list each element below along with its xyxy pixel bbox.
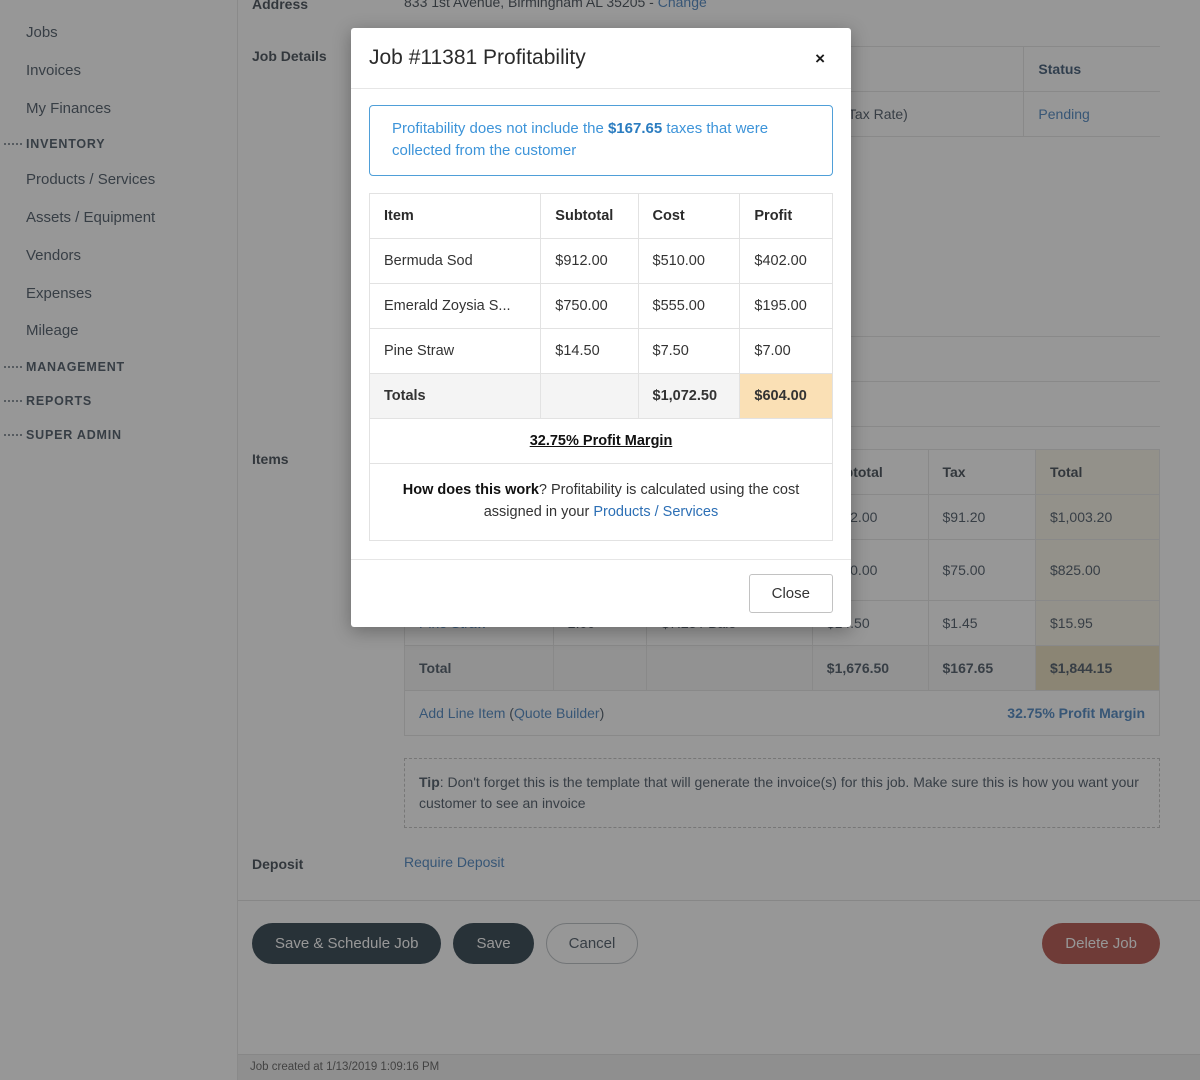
pt-margin-row: 32.75% Profit Margin bbox=[369, 418, 833, 465]
table-row: Bermuda Sod $912.00 $510.00 $402.00 bbox=[368, 238, 833, 285]
pt-how-cell: How does this work? Profitability is cal… bbox=[369, 463, 833, 541]
tax-notice-alert: Profitability does not include the $167.… bbox=[369, 105, 833, 177]
pt-cell-item: Bermuda Sod bbox=[368, 238, 542, 285]
close-icon[interactable]: × bbox=[815, 48, 825, 68]
pt-cell-subtotal: $14.50 bbox=[540, 328, 639, 375]
pt-totals-profit: $604.00 bbox=[739, 373, 833, 420]
table-row: Pine Straw $14.50 $7.50 $7.00 bbox=[368, 328, 833, 375]
pt-cell-profit: $402.00 bbox=[739, 238, 833, 285]
pt-how-row: How does this work? Profitability is cal… bbox=[369, 463, 833, 541]
pt-totals-label: Totals bbox=[368, 373, 542, 420]
pt-how-label: How does this work bbox=[402, 482, 539, 499]
pt-cell-cost: $510.00 bbox=[637, 238, 741, 285]
modal-title: Job #11381 Profitability bbox=[369, 46, 586, 69]
pt-cell-item: Pine Straw bbox=[368, 328, 542, 375]
table-header-row: Item Subtotal Cost Profit bbox=[368, 193, 833, 240]
pt-margin-text: 32.75% Profit Margin bbox=[369, 418, 833, 465]
modal-footer: Close bbox=[351, 558, 851, 627]
profitability-modal: Job #11381 Profitability × Profitability… bbox=[351, 28, 851, 627]
pt-col-cost: Cost bbox=[637, 193, 741, 240]
alert-prefix: Profitability does not include the bbox=[392, 120, 608, 137]
alert-amount: $167.65 bbox=[607, 120, 663, 137]
modal-body: Profitability does not include the $167.… bbox=[351, 89, 851, 559]
table-row: Emerald Zoysia S... $750.00 $555.00 $195… bbox=[368, 283, 833, 330]
pt-cell-profit: $195.00 bbox=[739, 283, 833, 330]
pt-cell-cost: $555.00 bbox=[637, 283, 741, 330]
pt-cell-cost: $7.50 bbox=[637, 328, 741, 375]
pt-how-text: ? Profitability is calculated using the … bbox=[483, 482, 800, 521]
pt-totals-row: Totals $1,072.50 $604.00 bbox=[368, 373, 833, 420]
alert-suffix: taxes that were collected from the custo… bbox=[392, 120, 769, 160]
pt-col-subtotal: Subtotal bbox=[540, 193, 639, 240]
pt-totals-cost: $1,072.50 bbox=[637, 373, 741, 420]
close-button[interactable]: Close bbox=[748, 573, 833, 613]
pt-col-item: Item bbox=[368, 193, 542, 240]
pt-col-profit: Profit bbox=[739, 193, 833, 240]
pt-cell-subtotal: $912.00 bbox=[540, 238, 639, 285]
profitability-table: Item Subtotal Cost Profit Bermuda Sod $9… bbox=[368, 193, 833, 541]
modal-header: Job #11381 Profitability × bbox=[351, 28, 851, 89]
pt-cell-item: Emerald Zoysia S... bbox=[368, 283, 542, 330]
pt-totals-subtotal bbox=[540, 373, 639, 420]
pt-cell-subtotal: $750.00 bbox=[540, 283, 639, 330]
products-services-link[interactable]: Products / Services bbox=[593, 504, 719, 521]
pt-cell-profit: $7.00 bbox=[739, 328, 833, 375]
